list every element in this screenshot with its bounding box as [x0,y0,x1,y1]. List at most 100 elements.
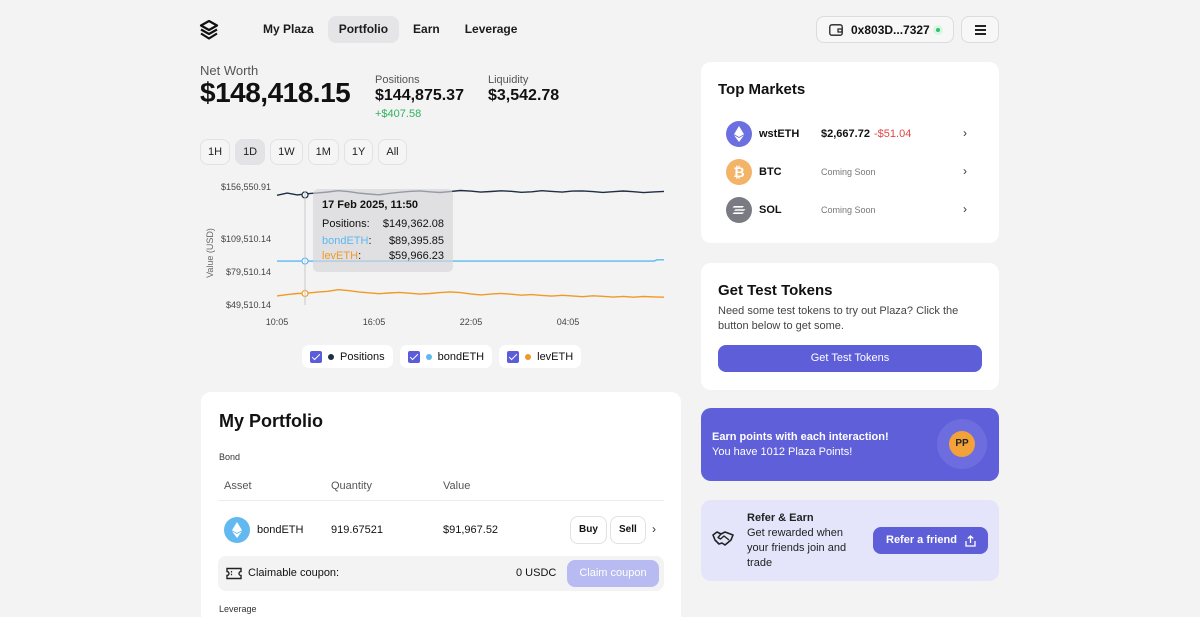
market-price: $2,667.72 [821,128,870,140]
nav-earn[interactable]: Earn [413,22,440,36]
net-worth-value: $148,418.15 [200,77,351,108]
chevron-right-icon: › [963,126,967,140]
tooltip-positions-label: Positions: [322,218,370,230]
y-tick-label: $79,510.14 [226,267,271,277]
chart-tooltip: 17 Feb 2025, 11:50 Positions: $149,362.0… [313,189,453,272]
checkbox-icon [407,350,420,363]
row-quantity: 919.67521 [331,524,383,536]
market-status: Coming Soon [821,167,876,177]
top-markets-title: Top Markets [718,81,806,98]
test-tokens-description: Need some test tokens to try out Plaza? … [718,305,959,332]
svg-text:₿: ₿ [733,165,744,181]
bondeth-icon [224,517,250,543]
range-1y[interactable]: 1Y [343,139,374,165]
portfolio-title: My Portfolio [219,411,323,431]
ticket-icon [226,567,242,580]
legend-positions-label: Positions [340,350,385,363]
legend-bondeth-label: bondETH [437,350,485,363]
range-1h[interactable]: 1H [200,139,231,165]
claim-coupon-button[interactable]: Claim coupon [567,560,659,587]
plaza-points-badge: PP [949,431,975,457]
test-tokens-title: Get Test Tokens [718,282,833,299]
btc-icon: ₿ [726,159,752,185]
nav-my-plaza[interactable]: My Plaza [263,22,314,36]
positions-label: Positions [375,74,420,86]
wallet-address: 0x803D...7327 [851,22,930,37]
refer-friend-button[interactable]: Refer a friend [873,527,988,554]
market-change: -$51.04 [874,128,912,140]
menu-button[interactable] [961,16,999,43]
market-row-wsteth[interactable]: wstETH $2,667.72 -$51.04 › [701,119,999,149]
col-asset: Asset [224,480,252,492]
liquidity-value: $3,542.78 [488,87,560,104]
top-markets-card: Top Markets wstETH $2,667.72 -$51.04 › ₿… [701,62,999,243]
x-tick-label: 10:05 [266,317,289,327]
range-1m[interactable]: 1M [307,139,339,165]
series-swatch [525,353,532,360]
handshake-icon [712,531,734,546]
checkbox-icon [507,350,520,363]
plaza-logo[interactable] [199,20,219,40]
chevron-right-icon: › [963,164,967,178]
sol-icon [726,197,752,223]
leverage-section-label: Leverage [219,604,257,614]
market-name: wstETH [759,128,800,140]
bond-section-label: Bond [219,452,241,462]
coupon-label: Claimable coupon: [248,567,340,579]
x-tick-label: 16:05 [363,317,386,327]
wsteth-icon [726,121,752,147]
x-tick-label: 04:05 [557,317,580,327]
row-asset: bondETH [257,524,304,536]
points-card: Earn points with each interaction! You h… [701,408,999,481]
table-header: Asset Quantity Value [218,476,664,501]
tooltip-lev-value: $59,966.23 [389,250,444,262]
checkbox-icon [310,350,322,363]
market-status: Coming Soon [821,205,876,215]
y-tick-label: $49,510.14 [226,300,271,310]
market-name: SOL [759,204,782,216]
tooltip-lev-label: levETH: [322,250,361,262]
chevron-right-icon[interactable]: › [652,522,656,536]
market-row-sol[interactable]: SOL Coming Soon › [701,195,999,225]
x-tick-label: 22:05 [460,317,483,327]
col-value: Value [443,480,471,492]
refer-card: Refer & Earn Get rewarded when your frie… [701,500,999,581]
wallet-icon [829,23,843,36]
tooltip-bond-label: bondETH: [322,235,372,247]
positions-change: +$407.58 [375,108,422,120]
refer-description: Get rewarded when your friends join and … [747,527,847,569]
refer-button-label: Refer a friend [886,534,957,546]
y-tick-label: $156,550.91 [221,182,271,192]
tooltip-date: 17 Feb 2025, 11:50 [322,199,418,211]
refer-title: Refer & Earn [747,512,814,524]
coupon-amount: 0 USDC [516,567,557,579]
table-row[interactable]: bondETH 919.67521 $91,967.52 Buy Sell › [218,512,664,548]
time-range-selector: 1H 1D 1W 1M 1Y All [200,139,412,165]
share-icon [965,535,976,547]
nav-portfolio[interactable]: Portfolio [327,16,400,43]
net-worth-label: Net Worth [200,63,259,78]
nav-leverage[interactable]: Leverage [464,22,518,36]
sell-button[interactable]: Sell [610,516,646,544]
portfolio-chart[interactable]: Value (USD) $156,550.91 $109,510.14 $79,51… [200,175,670,335]
coupon-bar: Claimable coupon: 0 USDC Claim coupon [218,556,664,591]
market-name: BTC [759,166,782,178]
range-1d[interactable]: 1D [235,139,266,165]
tooltip-bond-value: $89,395.85 [389,235,444,247]
liquidity-label: Liquidity [488,74,529,86]
legend-bondeth[interactable]: bondETH [399,345,493,368]
range-1w[interactable]: 1W [270,139,303,165]
range-all[interactable]: All [378,139,407,165]
legend-leveth-label: levETH [537,350,574,363]
y-tick-label: $109,510.14 [221,234,271,244]
get-test-tokens-button[interactable]: Get Test Tokens [718,345,982,372]
chevron-right-icon: › [963,202,967,216]
wallet-button[interactable]: 0x803D...7327 [816,16,954,43]
buy-button[interactable]: Buy [570,516,607,544]
legend-leveth[interactable]: levETH [499,345,582,368]
market-row-btc[interactable]: ₿ BTC Coming Soon › [701,157,999,187]
y-axis-label: Value (USD) [205,228,215,278]
legend-positions[interactable]: Positions [302,345,393,368]
positions-value: $144,875.37 [375,87,464,104]
row-value: $91,967.52 [443,524,499,536]
